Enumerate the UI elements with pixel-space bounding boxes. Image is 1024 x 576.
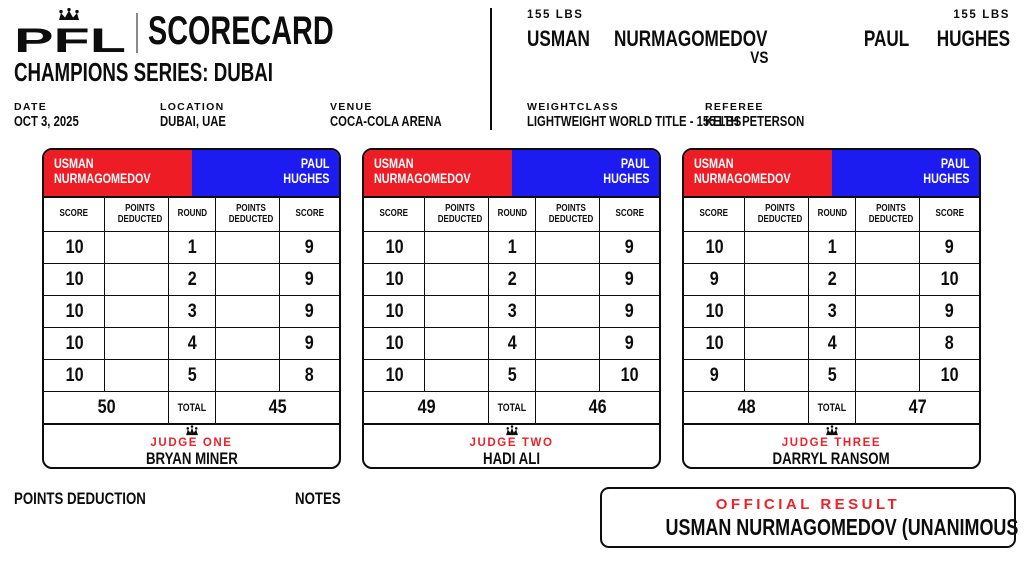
round-row: 10 2 9 xyxy=(364,263,659,296)
header-divider xyxy=(490,8,492,130)
red-total: 50 xyxy=(44,391,170,423)
judge-label: JUDGE THREE xyxy=(781,437,882,449)
meta-weightclass-value: LIGHTWEIGHT WORLD TITLE - 155 LBS xyxy=(527,114,742,130)
judge-section: JUDGE ONE BRYAN MINER xyxy=(44,423,339,468)
crown-icon xyxy=(825,425,838,436)
meta-referee-value: KEITH PETERSON xyxy=(705,114,805,130)
blue-fighter-weight: 155 LBS xyxy=(953,9,1010,21)
official-result-box: OFFICIAL RESULT USMAN NURMAGOMEDOV (UNAN… xyxy=(600,487,1024,548)
score-table-header: SCORE POINTS DEDUCTED ROUND POINTS DEDUC… xyxy=(364,198,659,232)
round-row: 10 5 8 xyxy=(44,359,339,392)
meta-referee-label: REFEREE xyxy=(705,101,764,113)
red-corner-name: USMAN NURMAGOMEDOV xyxy=(684,150,832,196)
meta-venue: VENUE COCA-COLA ARENA xyxy=(330,101,473,130)
pfl-logo-text: PFL xyxy=(14,22,126,56)
card-fighter-header: USMAN NURMAGOMEDOV PAUL HUGHES xyxy=(44,150,339,198)
red-total: 48 xyxy=(684,391,810,423)
blue-total: 47 xyxy=(854,391,979,423)
red-total: 49 xyxy=(364,391,490,423)
score-table: SCORE POINTS DEDUCTED ROUND POINTS DEDUC… xyxy=(684,198,979,423)
total-label: TOTAL xyxy=(168,391,216,423)
meta-weightclass: WEIGHTCLASS LIGHTWEIGHT WORLD TITLE - 15… xyxy=(527,101,802,130)
meta-location-value: DUBAI, UAE xyxy=(160,114,226,130)
round-row: 10 3 9 xyxy=(44,295,339,328)
meta-date: DATE OCT 3, 2025 xyxy=(14,101,97,130)
meta-venue-value: COCA-COLA ARENA xyxy=(330,114,442,130)
total-row: 49 TOTAL 46 xyxy=(364,391,659,423)
judge-one-scorecard: USMAN NURMAGOMEDOV PAUL HUGHES SCORE POI… xyxy=(42,148,341,469)
round-row: 10 1 9 xyxy=(44,231,339,264)
blue-corner-name: PAUL HUGHES xyxy=(511,150,659,196)
total-label: TOTAL xyxy=(488,391,536,423)
blue-fighter-name: PAUL HUGHES xyxy=(864,26,1010,51)
page-title-text: SCORECARD xyxy=(148,9,334,53)
blue-total: 46 xyxy=(534,391,659,423)
judge-three-scorecard: USMAN NURMAGOMEDOV PAUL HUGHES SCORE POI… xyxy=(682,148,981,469)
page-title: SCORECARD xyxy=(148,9,406,54)
event-title-text: CHAMPIONS SERIES: DUBAI xyxy=(14,57,273,87)
points-deduction-label: POINTS DEDUCTION xyxy=(14,489,146,508)
round-row: 10 4 8 xyxy=(684,327,979,360)
red-corner-name: USMAN NURMAGOMEDOV xyxy=(364,150,512,196)
total-row: 50 TOTAL 45 xyxy=(44,391,339,423)
crown-icon xyxy=(59,8,79,20)
card-fighter-header: USMAN NURMAGOMEDOV PAUL HUGHES xyxy=(364,150,659,198)
round-row: 10 3 9 xyxy=(684,295,979,328)
meta-location-label: LOCATION xyxy=(160,101,225,113)
crown-icon xyxy=(185,425,198,436)
blue-corner-name: PAUL HUGHES xyxy=(191,150,339,196)
judge-two-scorecard: USMAN NURMAGOMEDOV PAUL HUGHES SCORE POI… xyxy=(362,148,661,469)
round-row: 10 5 10 xyxy=(364,359,659,392)
official-result-label: OFFICIAL RESULT xyxy=(715,496,901,513)
score-table: SCORE POINTS DEDUCTED ROUND POINTS DEDUC… xyxy=(44,198,339,423)
judge-name: BRYAN MINER xyxy=(145,449,238,468)
round-row: 10 4 9 xyxy=(364,327,659,360)
red-fighter-weight: 155 LBS xyxy=(527,9,584,21)
event-title: CHAMPIONS SERIES: DUBAI xyxy=(14,57,374,88)
meta-date-label: DATE xyxy=(14,101,48,113)
round-row: 10 1 9 xyxy=(364,231,659,264)
card-fighter-header: USMAN NURMAGOMEDOV PAUL HUGHES xyxy=(684,150,979,198)
meta-location: LOCATION DUBAI, UAE xyxy=(160,101,245,130)
crown-icon xyxy=(505,425,518,436)
judge-section: JUDGE THREE DARRYL RANSOM xyxy=(684,423,979,468)
vs-label: VS xyxy=(750,48,769,67)
blue-corner-name: PAUL HUGHES xyxy=(831,150,979,196)
red-corner-name: USMAN NURMAGOMEDOV xyxy=(44,150,192,196)
judge-label: JUDGE ONE xyxy=(150,437,233,449)
red-fighter-name: USMAN NURMAGOMEDOV xyxy=(527,26,768,51)
notes-label: NOTES xyxy=(295,489,341,508)
official-result-text: USMAN NURMAGOMEDOV (UNANIMOUS DECISION) xyxy=(665,514,1024,540)
round-row: 9 5 10 xyxy=(684,359,979,392)
round-row: 10 2 9 xyxy=(44,263,339,296)
judge-label: JUDGE TWO xyxy=(469,437,554,449)
round-row: 9 2 10 xyxy=(684,263,979,296)
judge-name: HADI ALI xyxy=(483,449,540,468)
score-table-header: SCORE POINTS DEDUCTED ROUND POINTS DEDUC… xyxy=(684,198,979,232)
total-row: 48 TOTAL 47 xyxy=(684,391,979,423)
round-row: 10 3 9 xyxy=(364,295,659,328)
meta-venue-label: VENUE xyxy=(330,101,373,113)
round-row: 10 4 9 xyxy=(44,327,339,360)
meta-referee: REFEREE KEITH PETERSON xyxy=(705,101,832,130)
judge-name: DARRYL RANSOM xyxy=(772,449,891,468)
round-row: 10 1 9 xyxy=(684,231,979,264)
judge-section: JUDGE TWO HADI ALI xyxy=(364,423,659,468)
total-label: TOTAL xyxy=(808,391,856,423)
score-table-header: SCORE POINTS DEDUCTED ROUND POINTS DEDUC… xyxy=(44,198,339,232)
brand-divider xyxy=(136,13,138,53)
blue-total: 45 xyxy=(214,391,339,423)
pfl-logo: PFL xyxy=(14,8,126,56)
meta-date-value: OCT 3, 2025 xyxy=(14,114,79,130)
meta-weightclass-label: WEIGHTCLASS xyxy=(527,101,619,113)
score-table: SCORE POINTS DEDUCTED ROUND POINTS DEDUC… xyxy=(364,198,659,423)
